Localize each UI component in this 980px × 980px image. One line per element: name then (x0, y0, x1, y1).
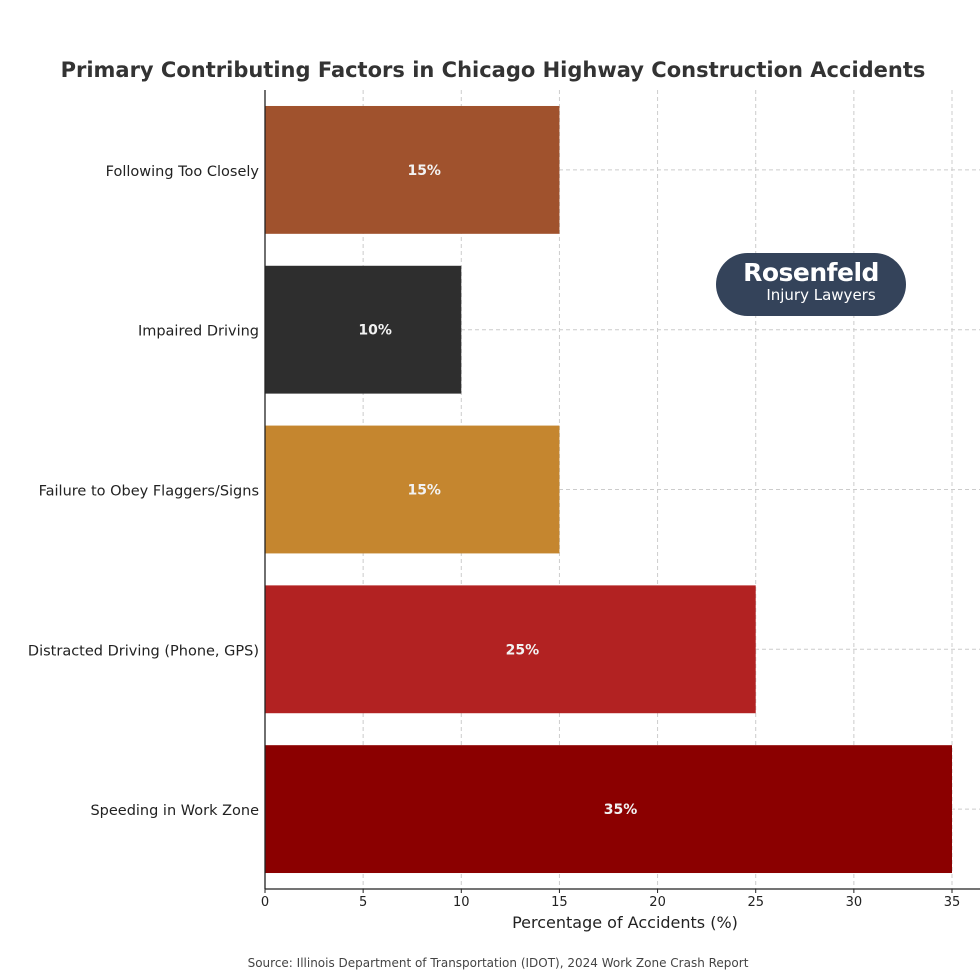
x-axis-label: Percentage of Accidents (%) (512, 913, 738, 932)
bar-data-label: 15% (407, 483, 441, 499)
bar (265, 105, 560, 234)
bar-data-label: 35% (604, 802, 638, 818)
logo-name: Rosenfeld (743, 258, 879, 287)
bar (265, 265, 462, 394)
x-tick-label: 30 (846, 895, 863, 910)
x-tick-label: 0 (261, 895, 269, 910)
rosenfeld-logo: Rosenfeld Injury Lawyers (716, 253, 906, 316)
x-tick-label: 10 (453, 895, 470, 910)
x-tick-label: 15 (551, 895, 568, 910)
source-note: Source: Illinois Department of Transport… (248, 956, 749, 970)
bar (265, 425, 560, 554)
x-tick-label: 20 (649, 895, 666, 910)
bar-data-label: 25% (506, 642, 540, 658)
y-category-label: Following Too Closely (106, 164, 260, 180)
x-tick-label: 35 (944, 895, 961, 910)
y-category-label: Distracted Driving (Phone, GPS) (28, 643, 259, 659)
bar (265, 585, 756, 714)
x-tick-label: 5 (359, 895, 367, 910)
bar-data-label: 10% (358, 323, 392, 339)
y-category-label: Impaired Driving (138, 324, 259, 340)
chart-title: Primary Contributing Factors in Chicago … (61, 58, 926, 82)
y-category-label: Speeding in Work Zone (90, 803, 259, 819)
x-tick-label: 25 (747, 895, 764, 910)
bar-data-label: 15% (407, 163, 441, 179)
bar (265, 745, 952, 874)
y-category-label: Failure to Obey Flaggers/Signs (39, 484, 259, 500)
logo-tagline: Injury Lawyers (766, 286, 876, 304)
